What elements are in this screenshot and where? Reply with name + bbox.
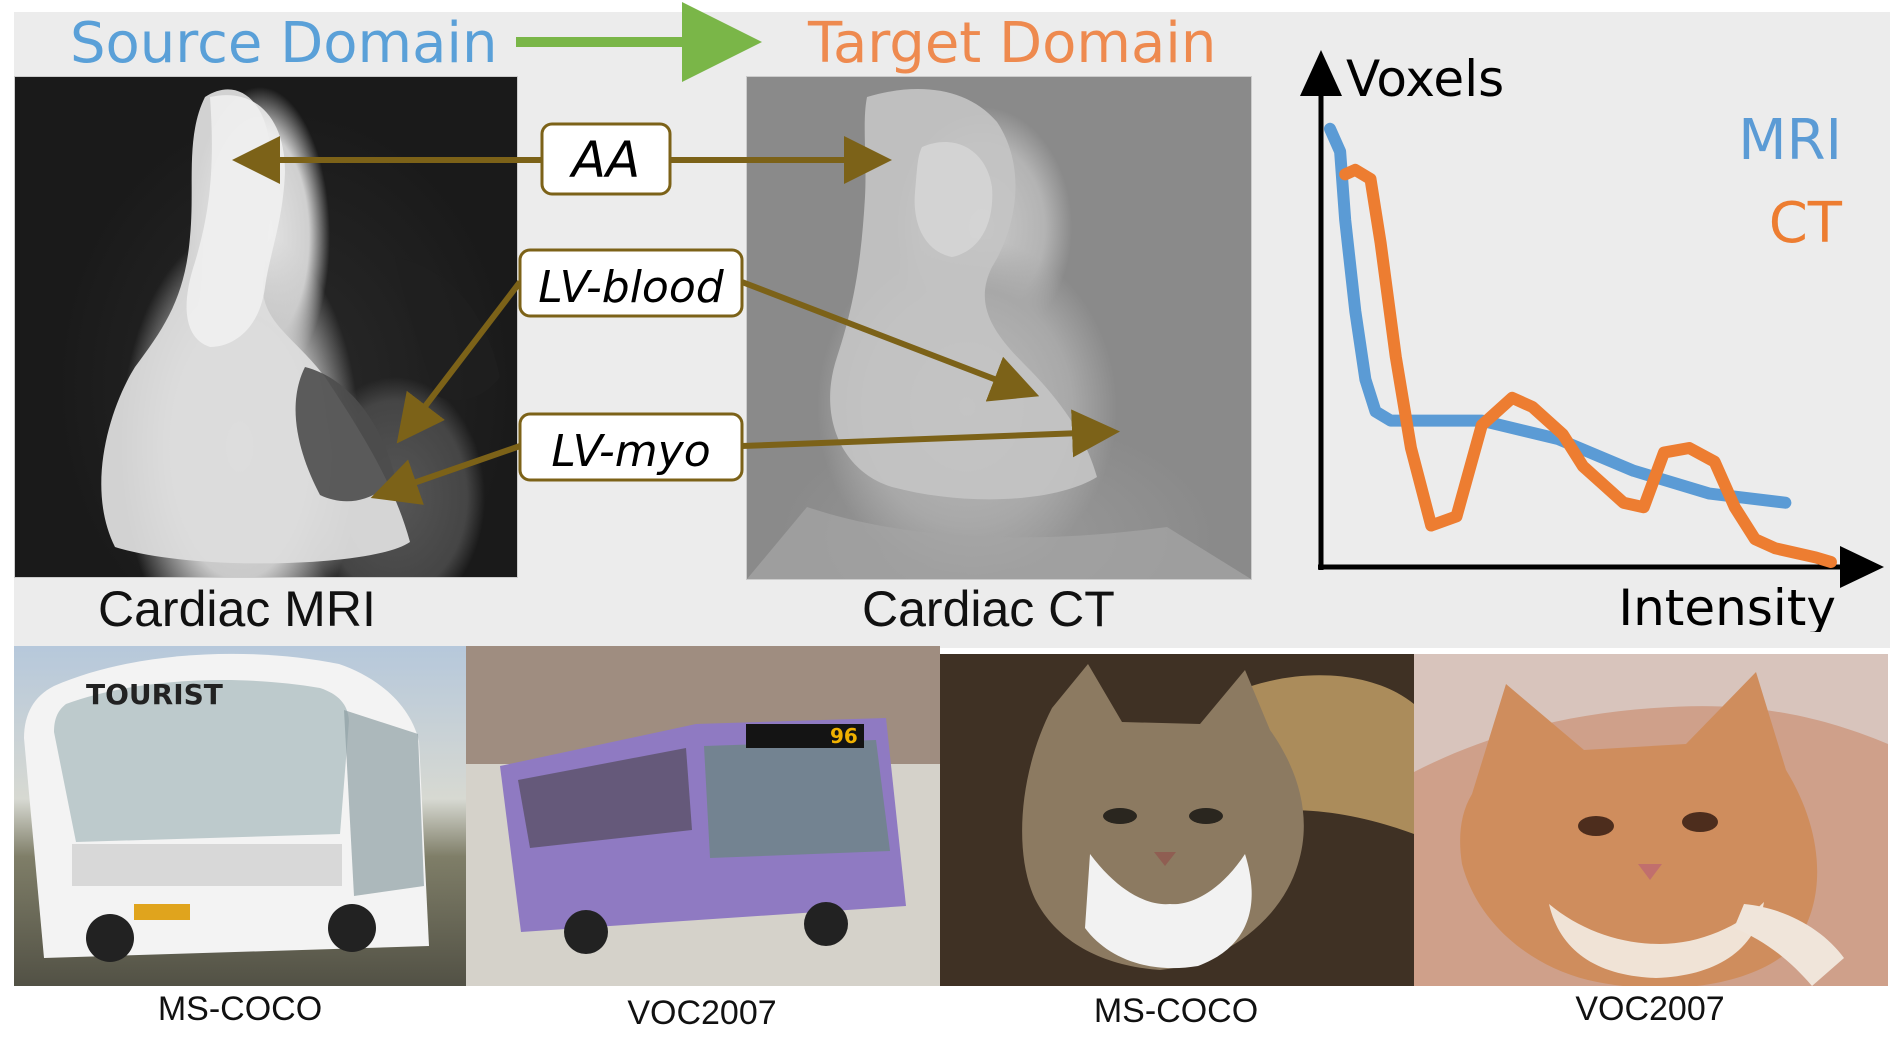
- dataset-caption-1: MS-COCO: [157, 990, 323, 1028]
- cardiac-mri-image: [14, 76, 518, 578]
- source-domain-title: Source Domain: [70, 11, 498, 76]
- legend-ct-label: CT: [1769, 191, 1843, 256]
- bus-route-text: 96: [830, 724, 858, 748]
- mri-caption: Cardiac MRI: [98, 581, 376, 637]
- mri-anatomy: [101, 89, 500, 564]
- chart-ylabel: Voxels: [1346, 50, 1504, 108]
- bus-sign-text: TOURIST: [86, 678, 223, 711]
- intensity-histogram-chart: Voxels Intensity MRI CT: [1300, 50, 1884, 632]
- y-axis-arrowhead: [1300, 50, 1342, 96]
- bus-illustration-1: TOURIST: [24, 653, 429, 962]
- cat-illustration-1: [940, 654, 1414, 986]
- bus-photo-ms-coco: TOURIST: [14, 646, 466, 986]
- ct-anatomy: [747, 89, 1251, 579]
- x-axis-arrowhead: [1840, 546, 1884, 588]
- cat-illustration-2: [1414, 654, 1888, 986]
- cardiac-ct-image: [746, 76, 1252, 580]
- target-domain-title: Target Domain: [808, 11, 1217, 76]
- bus-illustration-2: 96: [466, 646, 940, 986]
- series-line-mri: [1324, 122, 1792, 509]
- dataset-caption-2: VOC2007: [627, 994, 777, 1032]
- dataset-caption-3: MS-COCO: [1093, 992, 1259, 1030]
- bus-photo-voc2007: 96: [466, 646, 940, 986]
- chart-xlabel: Intensity: [1618, 579, 1836, 632]
- legend-mri-label: MRI: [1738, 108, 1842, 173]
- cat-photo-voc2007: [1414, 654, 1888, 986]
- ct-caption: Cardiac CT: [862, 581, 1115, 637]
- series-line-ct: [1339, 163, 1837, 568]
- dataset-caption-4: VOC2007: [1575, 990, 1725, 1028]
- cat-photo-ms-coco: [940, 654, 1414, 986]
